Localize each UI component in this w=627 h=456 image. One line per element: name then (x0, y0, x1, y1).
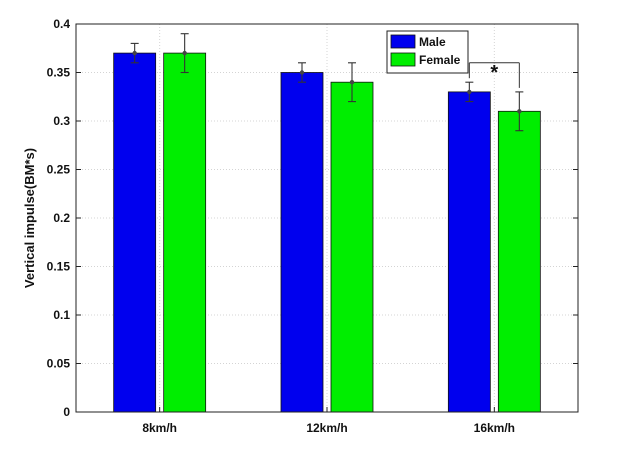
y-tick-label: 0 (63, 405, 70, 419)
legend: Male Female (386, 30, 469, 74)
mean-marker (349, 80, 355, 85)
x-tick-label: 8km/h (142, 421, 177, 435)
y-tick-label: 0.2 (53, 211, 70, 225)
x-tick-label: 12km/h (306, 421, 347, 435)
y-tick-label: 0.3 (53, 114, 70, 128)
y-tick-label: 0.05 (47, 357, 71, 371)
legend-swatch-male (390, 34, 416, 49)
x-axis-ticks: 8km/h 12km/h 16km/h (142, 407, 515, 435)
bars (113, 52, 541, 413)
significance-asterisk: * (490, 62, 498, 84)
annotations: * (468, 62, 520, 88)
y-tick-label: 0.25 (47, 163, 71, 177)
y-tick-label: 0.1 (53, 308, 70, 322)
mean-marker (132, 50, 137, 56)
mean-marker (299, 70, 305, 75)
bar-female-12km-h (330, 81, 374, 413)
y-tick-label: 0.4 (53, 17, 70, 31)
y-tick-label: 0.15 (47, 260, 71, 274)
mean-marker (467, 89, 472, 95)
y-axis-label: Vertical impulse(BM*s) (22, 148, 37, 288)
mean-marker (517, 109, 522, 114)
legend-label-male: Male (419, 35, 446, 49)
y-tick-label: 0.35 (47, 66, 71, 80)
bar-female-8km-h (163, 52, 207, 413)
bar-male-16km-h (447, 91, 491, 413)
y-axis-ticks: 0 0.05 0.1 0.15 0.2 0.25 0.3 0.35 0.4 (47, 17, 578, 419)
error-bars (130, 33, 524, 132)
bar-male-8km-h (113, 52, 157, 413)
bar-male-12km-h (280, 72, 324, 413)
mean-marker (182, 50, 187, 56)
legend-swatch-female (390, 52, 416, 67)
bar-female-16km-h (497, 110, 541, 413)
legend-label-female: Female (419, 53, 461, 67)
x-tick-label: 16km/h (474, 421, 515, 435)
